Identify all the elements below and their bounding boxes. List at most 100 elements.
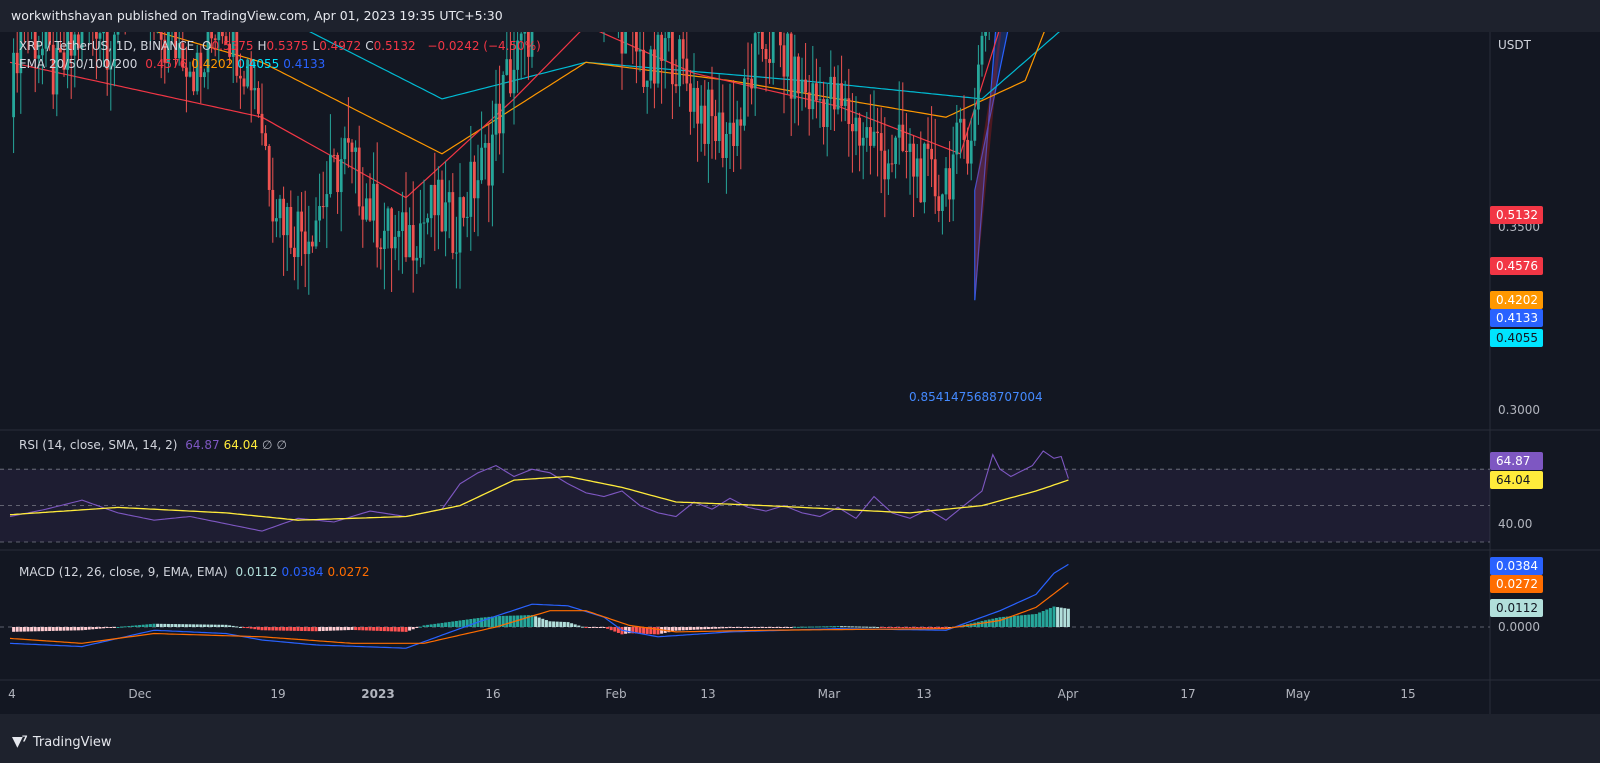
macd-histogram-bar — [184, 624, 188, 627]
candle-body — [685, 58, 689, 84]
macd-histogram-bar — [260, 627, 264, 631]
candle-body — [325, 194, 329, 208]
macd-histogram-bar — [894, 627, 898, 628]
macd-histogram-bar — [447, 621, 451, 627]
rsi-legend[interactable]: RSI (14, close, SMA, 14, 2) 64.87 64.04 ∅ ∅ — [19, 438, 295, 452]
candle-body — [246, 59, 249, 87]
candle — [195, 45, 199, 95]
macd-histogram-bar — [256, 627, 260, 630]
candle — [41, 32, 44, 85]
candle-body — [930, 148, 933, 160]
ema-legend[interactable]: EMA 20/50/100/200 0.4576 0.4202 0.4055 0.41… — [19, 57, 333, 71]
change-value: −0.0242 (−4.50%) — [427, 39, 541, 53]
macd-histogram-bar — [105, 627, 109, 628]
candle-body — [401, 212, 404, 232]
candle — [933, 118, 937, 214]
macd-histogram-bar — [652, 627, 656, 635]
macd-label[interactable]: MACD (12, 26, close, 9, EMA, EMA) — [19, 565, 228, 579]
ema-label[interactable]: EMA 20/50/100/200 — [19, 57, 138, 71]
candle — [469, 125, 473, 251]
chart-canvas[interactable]: If support breaks0.8541475688707004USDT0… — [0, 32, 1600, 714]
candle-body — [249, 59, 253, 91]
macd-histogram-bar — [1009, 616, 1013, 627]
ohlc-value-0: 0.5375 — [211, 39, 254, 53]
candle — [915, 144, 919, 199]
candle — [386, 206, 390, 249]
candle-body — [743, 78, 746, 126]
symbol-title[interactable]: XRP / TetherUS, 1D, BINANCE — [19, 39, 195, 53]
candle — [779, 32, 782, 68]
chart-area[interactable]: If support breaks0.8541475688707004USDT0… — [0, 32, 1600, 714]
macd-histogram-bar — [919, 627, 923, 629]
macd-histogram-bar — [768, 627, 772, 628]
candle — [260, 83, 264, 146]
candle-body — [293, 247, 296, 258]
macd-value-1: 0.0384 — [281, 565, 324, 579]
price-scale-currency: USDT — [1498, 38, 1532, 52]
candle-body — [419, 223, 422, 258]
candle-body — [717, 112, 721, 142]
candle — [354, 140, 357, 194]
candle-body — [487, 143, 491, 186]
candle — [771, 32, 775, 85]
candle — [624, 32, 627, 54]
macd-histogram-bar — [454, 620, 458, 627]
macd-histogram-bar — [1034, 613, 1038, 627]
candle-body — [721, 112, 725, 158]
macd-histogram-bar — [231, 625, 235, 627]
macd-histogram-bar — [177, 624, 181, 627]
candle-body — [501, 74, 505, 134]
macd-histogram-bar — [109, 627, 113, 628]
candle-body — [368, 198, 372, 221]
macd-histogram-bar — [458, 620, 462, 627]
candle — [843, 80, 847, 122]
candle-body — [383, 230, 386, 250]
macd-histogram-bar — [379, 627, 383, 631]
candle — [113, 32, 116, 87]
macd-histogram-bar — [516, 615, 520, 627]
candle — [124, 32, 126, 35]
candle — [516, 32, 519, 93]
candle-body — [941, 194, 944, 211]
candle — [282, 186, 285, 276]
candle — [69, 32, 73, 99]
candle-body — [951, 154, 955, 200]
macd-histogram-bar — [220, 624, 224, 627]
macd-histogram-bar — [411, 627, 415, 630]
candle-body — [408, 225, 411, 258]
macd-legend[interactable]: MACD (12, 26, close, 9, EMA, EMA) 0.0112… — [19, 565, 378, 579]
macd-histogram-bar — [224, 624, 228, 627]
rsi-pane-bg — [0, 430, 1490, 542]
candle — [408, 207, 411, 258]
candle-body — [663, 38, 667, 61]
candle — [336, 152, 339, 214]
macd-histogram-bar — [706, 627, 710, 630]
candle-body — [15, 52, 19, 74]
candle-body — [527, 32, 530, 57]
tradingview-brand[interactable]: ▼⁷ TradingView — [12, 734, 111, 750]
macd-histogram-bar — [494, 616, 498, 627]
macd-histogram-bar — [930, 627, 934, 629]
time-axis-label: 15 — [1400, 687, 1415, 701]
rsi-value-3: ∅ — [276, 438, 287, 452]
candle-body — [800, 79, 804, 94]
symbol-legend[interactable]: XRP / TetherUS, 1D, BINANCE O0.5375 H0.53… — [19, 39, 545, 53]
macd-histogram-bar — [73, 627, 77, 631]
candle-body — [393, 236, 397, 249]
macd-histogram-bar — [562, 621, 566, 627]
candle — [872, 90, 876, 148]
rsi-badge-1: 64.04 — [1490, 471, 1543, 489]
time-axis-label: 13 — [700, 687, 715, 701]
ema-value-1: 0.4202 — [191, 57, 234, 71]
macd-histogram-bar — [602, 627, 606, 628]
candle-body — [519, 33, 523, 41]
candle — [840, 55, 843, 122]
rsi-label[interactable]: RSI (14, close, SMA, 14, 2) — [19, 438, 178, 452]
candle-body — [858, 117, 861, 146]
macd-histogram-bar — [44, 627, 48, 632]
macd-histogram-bar — [472, 618, 476, 627]
candle-body — [476, 180, 480, 199]
candle — [800, 57, 804, 111]
candle — [426, 213, 429, 235]
price-badge-bg — [1490, 329, 1543, 347]
